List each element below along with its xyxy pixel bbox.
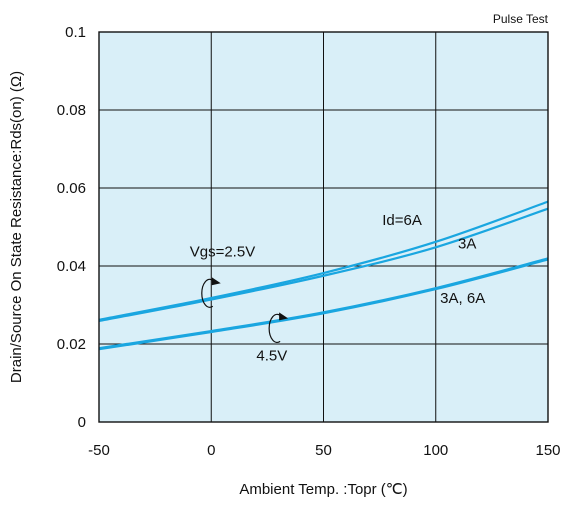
rotate-arrow-icon [201,277,221,308]
series-line-2 [98,207,549,323]
annotation-label: 3A [458,235,476,252]
plot-frame [98,31,549,423]
y-tick-label: 0.02 [57,336,86,353]
y-tick-label: 0.1 [65,24,86,41]
y-tick-label: 0 [78,414,86,431]
x-tick-label: 50 [315,442,332,459]
x-tick-label: 0 [207,442,215,459]
annotation-label: Vgs=2.5V [190,243,255,260]
annotation-label: Id=6A [382,212,422,229]
rotate-arrow-icon [268,312,289,343]
annotation-label: 4.5V [256,347,287,364]
y-tick-labels: 0 0.02 0.04 0.06 0.08 0.1 [57,24,86,431]
series-layer [98,200,549,351]
y-tick-label: 0.08 [57,102,86,119]
annotation-layer: Vgs=2.5V Id=6A 3A 3A, 6A 4.5V [190,212,485,364]
x-tick-label: 100 [423,442,448,459]
x-tick-label: -50 [88,442,110,459]
annotation-label: 3A, 6A [440,290,485,307]
series-line-3 [98,257,549,351]
x-axis-label: Ambient Temp. :Topr (℃) [239,481,407,498]
y-tick-label: 0.06 [57,180,86,197]
pulse-test-note: Pulse Test [493,12,549,26]
x-tick-label: 150 [535,442,560,459]
series-line-1 [98,200,549,321]
y-tick-label: 0.04 [57,258,86,275]
x-tick-labels: -50 0 50 100 150 [88,442,560,459]
y-axis-label: Drain/Source On State Resistance:Rds(on)… [8,71,25,383]
